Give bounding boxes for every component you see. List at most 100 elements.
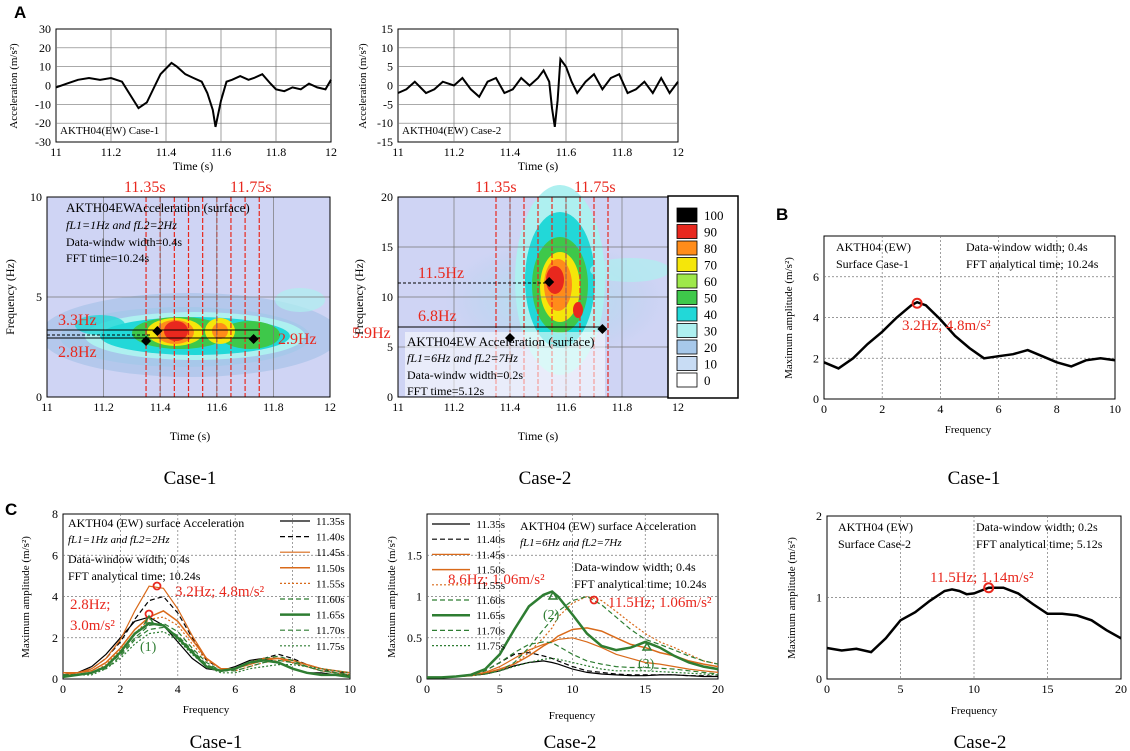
contour-legend-label: 80 xyxy=(704,241,717,256)
spectrum-b1-info-left-1: AKTH04 (EW) xyxy=(836,240,911,254)
multiC2-ytick-label: 0 xyxy=(416,672,422,686)
waveA1-ytick-label: 0 xyxy=(45,79,51,93)
multiC1-legend-label: 11.60s xyxy=(316,594,345,606)
waveA1-ytick-label: -20 xyxy=(35,116,51,130)
specB1-xtick-label: 6 xyxy=(996,402,1002,416)
contourA2-xtick-label: 11 xyxy=(392,400,404,414)
spectrum-b1-ylabel: Maximum amplitude (m/s²) xyxy=(783,257,795,379)
waveA2-ytick-label: 15 xyxy=(381,22,393,36)
waveA2-xtick-label: 11.2 xyxy=(444,145,465,159)
spectrum-b1-peak-marker xyxy=(911,297,923,309)
specB2-xtick-label: 5 xyxy=(898,682,904,696)
multiC2-ytick-label: 1 xyxy=(416,590,422,604)
spectrum-b2-chart: 11.5Hz; 1.14m/s² AKTH04 (EW) Surface Cas… xyxy=(786,509,1127,717)
caption-c-case1: Case-1 xyxy=(190,732,243,751)
specB1-ytick-label: 2 xyxy=(813,351,819,365)
multi-c1-chart: AKTH04 (EW) surface Acceleration fL1=1Hz… xyxy=(20,507,356,716)
multiC1-ytick-label: 0 xyxy=(52,672,58,686)
multiC1-legend-label: 11.75s xyxy=(316,641,345,653)
multi-c2-peak-marker xyxy=(589,595,599,605)
multiC2-legend-label: 11.55s xyxy=(476,580,505,592)
contour-a1-info-4: FFT time=10.24s xyxy=(66,251,150,265)
waveA1-ytick-label: 30 xyxy=(39,22,51,36)
multiC1-legend-label: 11.65s xyxy=(316,610,345,622)
contour-legend-label: 60 xyxy=(704,274,717,289)
specB1-xtick-label: 4 xyxy=(937,402,943,416)
waveA2-ytick-label: -5 xyxy=(383,97,393,111)
contour-a2-peak-label-6-8: 6.8Hz xyxy=(418,308,457,325)
contour-a1-info-2: fL1=1Hz and fL2=2Hz xyxy=(66,218,177,232)
contour-a1-marker-end: 11.75s xyxy=(230,179,272,196)
spectrum-b2-peak-label: 11.5Hz; 1.14m/s² xyxy=(930,570,1034,586)
waveA2-xtick-label: 11.4 xyxy=(500,145,521,159)
multiC1-xtick-label: 6 xyxy=(232,682,238,696)
specB1-ytick-label: 6 xyxy=(813,270,819,284)
multiC1-xtick-label: 4 xyxy=(175,682,181,696)
multiC2-legend-label: 11.75s xyxy=(476,641,505,653)
contour-a2-level-30b xyxy=(590,258,670,282)
spectrum-b2-xlabel: Frequency xyxy=(951,705,998,717)
multiC2-legend-label: 11.70s xyxy=(476,625,505,637)
contour-legend-label: 100 xyxy=(704,208,724,223)
multi-c1-annotation-amp: 3.0m/s² xyxy=(70,618,115,634)
contourA2-xtick-label: 11.4 xyxy=(500,400,521,414)
multiC1-series-line xyxy=(63,610,351,674)
wave-a2-xlabel: Time (s) xyxy=(518,159,559,173)
contourA1-xtick-label: 11.6 xyxy=(207,400,228,414)
contour-legend-label: 0 xyxy=(704,373,711,388)
multi-c1-annotation-freq: 2.8Hz; xyxy=(70,597,110,613)
multiC2-legend-label: 11.40s xyxy=(476,534,505,546)
waveA1-ytick-label: 10 xyxy=(39,60,51,74)
contour-a1-grid xyxy=(47,197,330,397)
specB2-ytick-label: 2 xyxy=(816,509,822,523)
contour-legend-label: 20 xyxy=(704,340,717,355)
spectrum-b1-info-right-2: FFT analytical time; 10.24s xyxy=(966,257,1099,271)
contourA1-peak-diamond xyxy=(141,336,152,346)
specB1-xtick-label: 10 xyxy=(1109,402,1121,416)
multiC2-xtick-label: 15 xyxy=(639,682,651,696)
contour-a1-info-1: AKTH04EWAcceleration (surface) xyxy=(66,200,250,215)
contourA2-ytick-label: 10 xyxy=(381,290,393,304)
contourA2-xtick-label: 11.6 xyxy=(556,400,577,414)
multiC1-ytick-label: 6 xyxy=(52,548,58,562)
multi-c1-info-1: AKTH04 (EW) surface Acceleration xyxy=(68,516,244,530)
specB1-ytick-label: 0 xyxy=(813,392,819,406)
wave-a2-annotation: AKTH04(EW) Case-2 xyxy=(402,125,501,137)
contour-legend-label: 70 xyxy=(704,258,717,273)
multi-c1-info-4: FFT analytical time; 10.24s xyxy=(68,569,201,583)
spectrum-b1-grid xyxy=(824,236,1115,399)
multiC2-series-line xyxy=(427,637,719,678)
contourA2-ytick-label: 20 xyxy=(381,190,393,204)
contour-legend-swatch xyxy=(676,224,698,239)
contour-legend-swatch xyxy=(676,339,698,355)
contour-legend-swatch xyxy=(676,273,698,289)
contour-a1-peak-label-2-8: 2.8Hz xyxy=(58,344,97,361)
multiC2-xtick-label: 10 xyxy=(567,682,579,696)
contour-a2-level-90 xyxy=(546,266,564,294)
specB1-xtick-label: 2 xyxy=(879,402,885,416)
spectrum-b1-xlabel: Frequency xyxy=(945,424,992,436)
multi-c2-info-1: AKTH04 (EW) surface Acceleration xyxy=(520,519,696,533)
spectrum-b2-info-left-1: AKTH04 (EW) xyxy=(838,520,913,534)
wave-a1-grid xyxy=(56,29,331,142)
multi-c1-info-3: Data-window width; 0.4s xyxy=(68,552,190,566)
contourA1-ytick-label: 0 xyxy=(36,390,42,404)
waveA2-xtick-label: 11.6 xyxy=(556,145,577,159)
contour-legend-swatch xyxy=(676,240,698,256)
spectrum-b2-ylabel: Maximum amplitude (m/s²) xyxy=(786,537,798,659)
contourA2-peak-diamond xyxy=(544,277,555,287)
waveA1-ytick-label: -10 xyxy=(35,97,51,111)
multiC2-xtick-label: 0 xyxy=(424,682,430,696)
spectrum-b1-info-right-1: Data-window width; 0.4s xyxy=(966,240,1088,254)
waveA2-xtick-label: 12 xyxy=(672,145,684,159)
specB1-xtick-label: 8 xyxy=(1054,402,1060,416)
contour-a2-ylabel: Frequency (Hz) xyxy=(352,259,366,335)
contourA2-xtick-label: 12 xyxy=(672,400,684,414)
multiC1-ytick-label: 2 xyxy=(52,631,58,645)
contourA1-ytick-label: 10 xyxy=(30,190,42,204)
wave-a1-chart: AKTH04(EW) Case-1 Time (s) Acceleration … xyxy=(8,22,337,173)
contour-a1-info-3: Data-windw width=0.4s xyxy=(66,235,182,249)
contour-a2-info-1: AKTH04EW Acceleration (surface) xyxy=(407,334,594,349)
spectrum-b1-info-left-2: Surface Case-1 xyxy=(836,257,909,271)
